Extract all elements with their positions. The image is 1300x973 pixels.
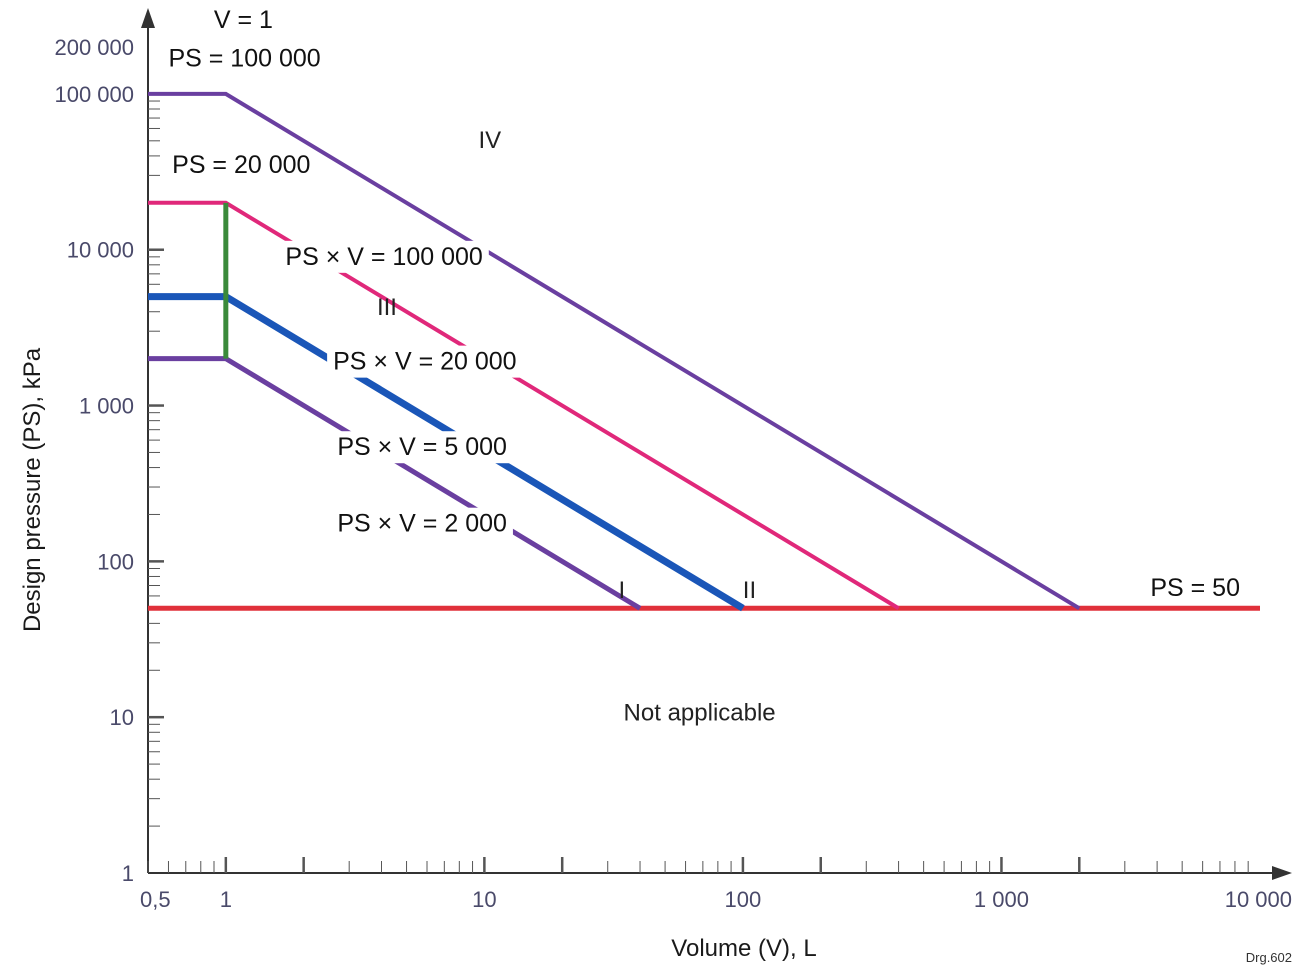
x-axis-arrow xyxy=(1272,866,1292,880)
region-label-1: IV xyxy=(479,127,502,154)
y-tick-label: 100 000 xyxy=(54,82,134,107)
series-label-3: PS × V = 5 000 xyxy=(337,433,507,461)
series-label-2-bg xyxy=(327,345,523,378)
series-label-1-bg xyxy=(279,240,489,273)
x-axis-title: Volume (V), L xyxy=(671,935,816,962)
region-label-2: III xyxy=(377,294,397,321)
drawing-number: Drg.602 xyxy=(1246,950,1292,965)
horizontal-line-label-1: PS = 100 000 xyxy=(168,44,320,72)
x-tick-label: 0,5 xyxy=(140,887,171,912)
x-tick-label: 100 xyxy=(725,887,762,912)
series-line-1 xyxy=(148,91,1081,611)
y-tick-label: 10 xyxy=(110,705,134,730)
y-tick-label: 1 000 xyxy=(79,394,134,419)
series-line-2 xyxy=(148,200,900,611)
y-tick-label: 10 000 xyxy=(67,238,134,263)
vertical-line-label: V = 1 xyxy=(214,6,273,34)
horizontal-line-label-2: PS = 20 000 xyxy=(172,151,310,179)
x-tick-label: 1 xyxy=(220,887,232,912)
axes xyxy=(141,8,1292,880)
series-label-3-bg xyxy=(331,431,513,464)
series-label-1: PS × V = 100 000 xyxy=(285,243,482,271)
y-axis-arrow xyxy=(141,8,155,28)
x-tick-label: 10 xyxy=(472,887,496,912)
y-tick-label: 200 000 xyxy=(54,35,134,60)
series-label-4-bg xyxy=(331,507,513,540)
x-tick-label: 10 000 xyxy=(1225,887,1292,912)
series-label-4: PS × V = 2 000 xyxy=(337,510,507,538)
y-tick-label: 1 xyxy=(122,861,134,886)
y-axis-title: Design pressure (PS), kPa xyxy=(19,347,46,632)
series-label-2: PS × V = 20 000 xyxy=(333,348,516,376)
horizontal-line-label-3: PS = 50 xyxy=(1150,574,1240,602)
series-lines xyxy=(148,91,1260,612)
labels: PS × V = 100 000 PS × V = 20 000 PS × V = … xyxy=(168,6,1240,727)
region-label-3: II xyxy=(743,577,756,604)
region-label-5: Not applicable xyxy=(624,700,776,727)
region-label-4: I xyxy=(618,577,625,604)
x-tick-label: 1 000 xyxy=(974,887,1029,912)
y-tick-label: 100 xyxy=(97,549,134,574)
